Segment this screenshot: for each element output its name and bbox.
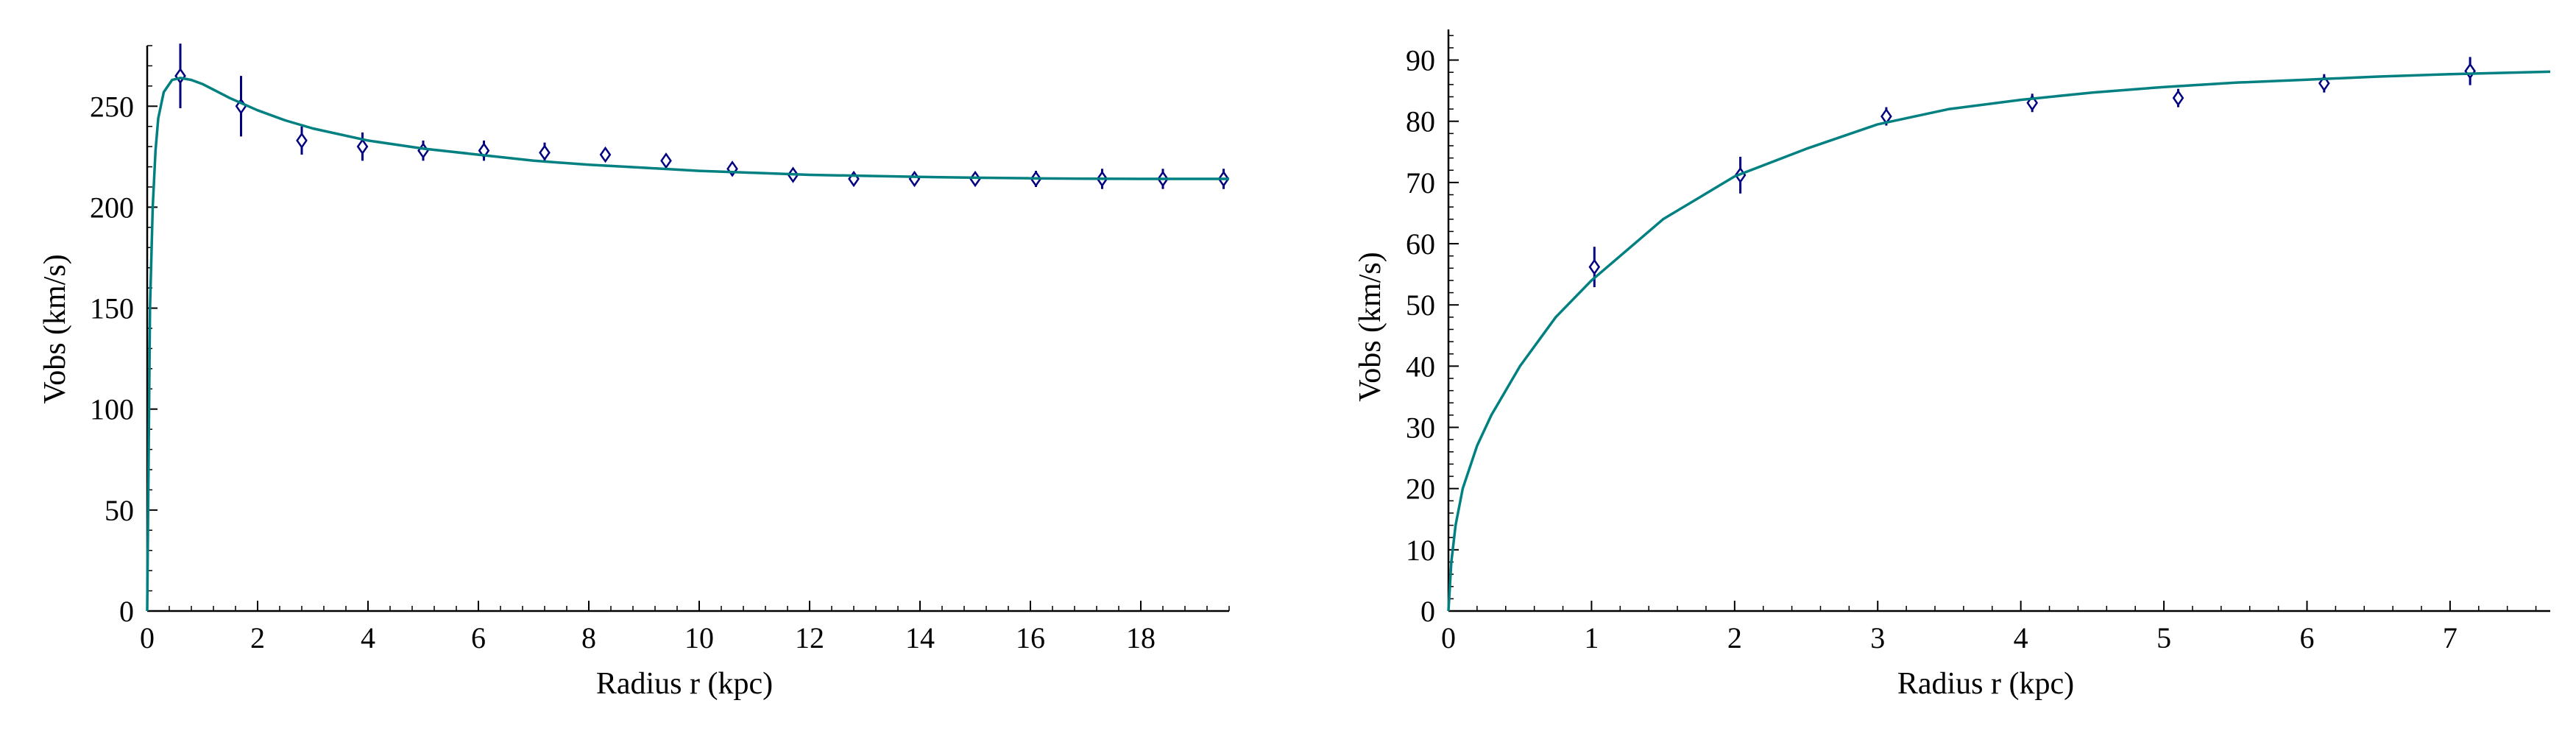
y-tick-label: 50 xyxy=(1406,289,1435,322)
y-tick-label: 0 xyxy=(1420,595,1435,628)
y-tick-label: 250 xyxy=(90,90,134,123)
y-tick-label: 10 xyxy=(1406,534,1435,567)
y-tick-label: 20 xyxy=(1406,473,1435,506)
y-tick-label: 0 xyxy=(119,595,134,628)
fit-curve-line xyxy=(1447,70,2551,612)
x-tick-label: 4 xyxy=(2014,621,2028,654)
y-tick-label: 60 xyxy=(1406,227,1435,261)
data-point xyxy=(908,170,921,188)
x-tick-label: 12 xyxy=(795,621,824,654)
x-tick-label: 1 xyxy=(1584,621,1599,654)
x-tick-label: 14 xyxy=(905,621,935,654)
data-point xyxy=(539,144,551,161)
y-tick-label: 40 xyxy=(1406,350,1435,383)
x-tick-label: 2 xyxy=(250,621,265,654)
x-tick-label: 0 xyxy=(1441,621,1456,654)
x-tick-label: 5 xyxy=(2156,621,2171,654)
x-tick-label: 10 xyxy=(684,621,714,654)
x-tick-label: 6 xyxy=(2299,621,2314,654)
data-point xyxy=(174,67,186,85)
data-point xyxy=(599,146,612,163)
data-point xyxy=(848,170,860,188)
x-tick-label: 3 xyxy=(1870,621,1885,654)
x-tick-label: 18 xyxy=(1126,621,1156,654)
data-point xyxy=(356,138,369,155)
x-tick-label: 2 xyxy=(1727,621,1742,654)
x-axis-label: Radius r (kpc) xyxy=(1897,667,2074,701)
x-tick-label: 6 xyxy=(471,621,486,654)
data-point xyxy=(417,142,429,159)
x-tick-label: 7 xyxy=(2443,621,2458,654)
fit-curve-line xyxy=(146,77,1229,612)
y-axis-label: Vobs (km/s) xyxy=(38,254,72,403)
data-point xyxy=(1588,258,1601,275)
x-tick-label: 16 xyxy=(1016,621,1045,654)
y-tick-label: 90 xyxy=(1406,44,1435,77)
y-tick-label: 50 xyxy=(105,494,134,527)
x-tick-label: 0 xyxy=(140,621,155,654)
data-point xyxy=(478,142,490,159)
y-tick-label: 70 xyxy=(1406,166,1435,199)
y-tick-label: 100 xyxy=(90,393,134,426)
y-tick-label: 150 xyxy=(90,292,134,325)
y-tick-label: 200 xyxy=(90,191,134,224)
y-axis-label: Vobs (km/s) xyxy=(1354,252,1387,401)
x-tick-label: 8 xyxy=(581,621,596,654)
data-point xyxy=(2464,63,2476,80)
data-point xyxy=(2172,89,2184,107)
data-point xyxy=(660,152,672,169)
y-tick-label: 30 xyxy=(1406,412,1435,445)
x-axis-label: Radius r (kpc) xyxy=(596,667,773,701)
chart-panel-left: Radius r (kpc) Vobs (km/s) 0 2 4 6 8 10 12 14 16… xyxy=(38,43,1230,701)
data-point xyxy=(296,132,308,149)
y-tick-label: 80 xyxy=(1406,105,1435,138)
chart-panel-right: Radius r (kpc) Vobs (km/s) 0 1 2 3 4 5 6 701020… xyxy=(1354,29,2551,701)
x-tick-label: 4 xyxy=(361,621,375,654)
